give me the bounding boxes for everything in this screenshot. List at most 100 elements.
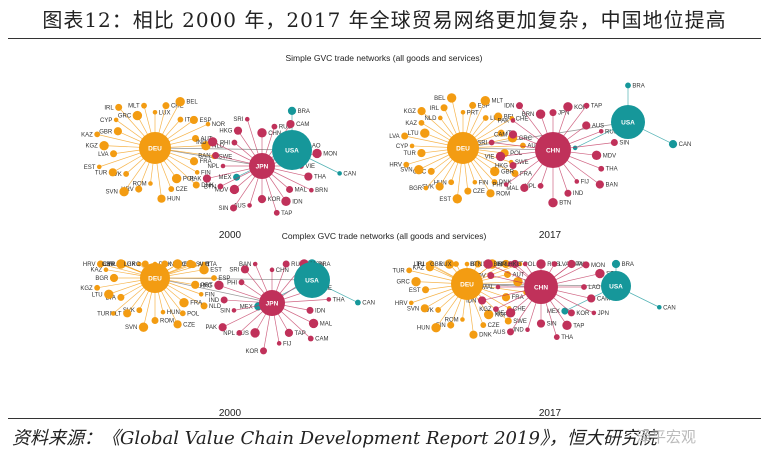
country-label: FRA (520, 172, 532, 178)
country-node (157, 194, 166, 203)
country-label: BAN (239, 262, 251, 268)
country-label: KOR (574, 105, 588, 111)
country-label: CAN (679, 142, 692, 148)
country-label: IND (209, 298, 220, 304)
country-node (591, 310, 597, 316)
hub-label: USA (305, 278, 319, 285)
hub-link (154, 147, 263, 167)
section-title: Simple GVC trade networks (all goods and… (286, 53, 483, 63)
country-node (218, 323, 227, 332)
country-node (569, 261, 574, 267)
country-node (250, 328, 260, 338)
country-label: ROM (445, 317, 459, 323)
country-label: SIN (547, 322, 557, 328)
panel-year: 2017 (539, 408, 562, 418)
country-node (509, 162, 517, 170)
country-label: LTU (408, 131, 419, 137)
country-node (192, 181, 200, 189)
country-label: BGR (409, 186, 423, 192)
country-node (488, 139, 495, 146)
country-label: MEX (547, 309, 560, 315)
country-label: EST (210, 268, 222, 274)
country-label: BRA (622, 262, 634, 268)
country-node (260, 347, 268, 355)
country-label: THA (314, 175, 326, 181)
country-label: LUX (440, 262, 452, 268)
country-label: LUX (124, 262, 136, 268)
country-node (403, 161, 410, 168)
country-label: KAZ (405, 121, 417, 127)
country-label: KOR (268, 197, 282, 203)
country-label: IDN (315, 308, 325, 314)
country-node (417, 106, 426, 116)
country-label: BRN (522, 112, 535, 118)
country-node (440, 104, 448, 112)
country-node (199, 265, 209, 275)
country-node (581, 284, 587, 290)
country-label: EST (84, 165, 96, 171)
country-node (625, 82, 631, 89)
country-node (583, 102, 590, 109)
country-label: PRT (201, 283, 213, 289)
country-label: HKG (219, 129, 232, 135)
country-node (482, 115, 489, 121)
country-label: FRA (200, 159, 212, 165)
hub-node (249, 153, 275, 179)
hub-node (611, 105, 645, 139)
country-label: RUS (291, 262, 304, 268)
hub-label: USA (609, 284, 623, 291)
country-label: CAM (315, 337, 328, 343)
country-label: ROM (133, 181, 147, 187)
country-node (207, 137, 218, 147)
country-node (189, 115, 198, 125)
country-node (406, 267, 413, 274)
country-node (435, 182, 444, 191)
country-node (483, 259, 493, 269)
country-label: PAK (498, 118, 510, 124)
country-label: ITA (208, 262, 217, 268)
country-label: KAZ (81, 132, 93, 138)
panel-year: 2000 (219, 230, 242, 241)
country-node (598, 128, 604, 134)
country-label: CHE (516, 116, 529, 122)
country-label: SRI (477, 141, 487, 147)
country-node (136, 307, 143, 314)
country-node (205, 121, 211, 127)
country-label: FIN (205, 292, 215, 298)
country-node (113, 117, 119, 123)
country-node (141, 102, 147, 109)
country-label: KGZ (80, 286, 93, 292)
country-node (497, 129, 505, 137)
panel-year: 2017 (539, 230, 562, 241)
country-label: AUS (493, 330, 505, 336)
country-node (657, 304, 662, 310)
panel-year: 2000 (219, 408, 242, 418)
hub-node (139, 132, 171, 164)
country-node (572, 145, 578, 151)
country-node (118, 259, 127, 269)
hub-label: USA (285, 148, 299, 155)
country-label: LVA (389, 134, 399, 140)
country-label: MON (591, 263, 605, 269)
country-label: KOR (245, 349, 259, 355)
hub-node (447, 132, 479, 164)
country-node (132, 110, 143, 121)
country-label: EST (439, 197, 451, 203)
country-label: POL (510, 151, 523, 157)
country-label: BTN (559, 201, 571, 207)
country-node (286, 185, 294, 193)
country-label: GBR (102, 262, 116, 268)
country-label: NLD (212, 144, 225, 150)
country-node (273, 209, 280, 216)
country-label: MAL (295, 187, 308, 193)
country-node (564, 189, 572, 197)
country-node (284, 328, 294, 337)
country-label: IND (573, 191, 584, 197)
country-node (537, 182, 544, 189)
country-node (162, 102, 170, 110)
country-node (247, 203, 252, 208)
country-node (229, 184, 240, 195)
country-label: HUN (167, 197, 180, 203)
country-label: ESP (478, 103, 490, 109)
country-node (179, 310, 186, 317)
